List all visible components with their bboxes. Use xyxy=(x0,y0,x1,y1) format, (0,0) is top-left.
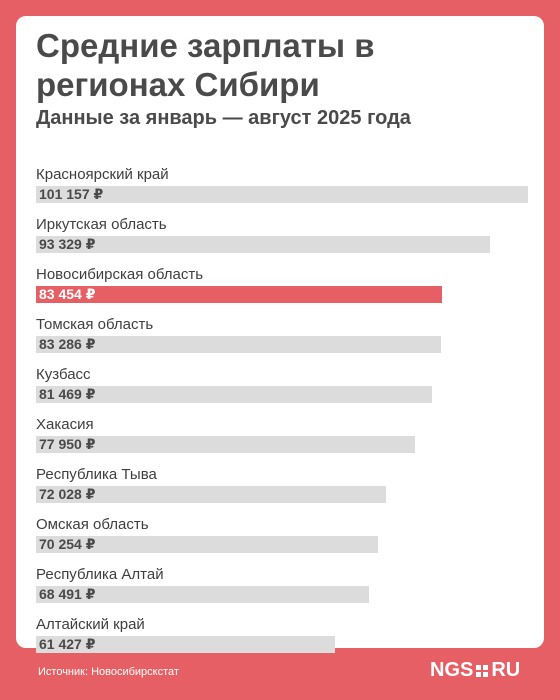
category-label: Республика Алтай xyxy=(36,566,164,583)
value-label: 72 028 ₽ xyxy=(39,486,96,502)
ngs-logo: NGS RU xyxy=(430,659,520,682)
value-label: 83 286 ₽ xyxy=(39,336,96,352)
bar-row: Хакасия 77 950 ₽ xyxy=(36,416,528,466)
bar-row: Омская область 70 254 ₽ xyxy=(36,516,528,566)
bar xyxy=(36,236,490,253)
bar xyxy=(36,186,528,203)
category-label: Иркутская область xyxy=(36,216,167,233)
bar-row: Кузбасс 81 469 ₽ xyxy=(36,366,528,416)
bar-row: Новосибирская область 83 454 ₽ xyxy=(36,266,528,316)
bar-chart: Красноярский край 101 157 ₽ Иркутская обла… xyxy=(16,16,544,653)
bar-row: Иркутская область 93 329 ₽ xyxy=(36,216,528,266)
bar-row: Красноярский край 101 157 ₽ xyxy=(36,166,528,216)
category-label: Красноярский край xyxy=(36,166,169,183)
value-label: 77 950 ₽ xyxy=(39,436,96,452)
bar-row: Алтайский край 61 427 ₽ xyxy=(36,616,528,666)
source-note: Источник: Новосибирскстат xyxy=(38,666,179,678)
bar xyxy=(36,536,378,553)
bar xyxy=(36,286,442,303)
value-label: 81 469 ₽ xyxy=(39,386,96,402)
category-label: Томская область xyxy=(36,316,154,333)
category-label: Республика Тыва xyxy=(36,466,157,483)
category-label: Новосибирская область xyxy=(36,266,204,283)
category-label: Кузбасс xyxy=(36,366,91,383)
value-label: 68 491 ₽ xyxy=(39,586,96,602)
category-label: Хакасия xyxy=(36,416,94,433)
logo-text-right: RU xyxy=(491,659,521,681)
value-label: 61 427 ₽ xyxy=(39,636,96,652)
bar-row: Республика Тыва 72 028 ₽ xyxy=(36,466,528,516)
value-label: 83 454 ₽ xyxy=(39,286,96,302)
value-label: 70 254 ₽ xyxy=(39,536,96,552)
chart-title: Средние зарплаты в регионах Сибири xyxy=(36,27,375,103)
bar xyxy=(36,336,441,353)
bar-row: Республика Алтай 68 491 ₽ xyxy=(36,566,528,616)
logo-plus-icon xyxy=(476,664,489,677)
bar xyxy=(36,486,386,503)
bar xyxy=(36,636,335,653)
category-label: Алтайский край xyxy=(36,616,145,633)
value-label: 93 329 ₽ xyxy=(39,236,96,252)
logo-text-left: NGS xyxy=(430,659,474,681)
bar xyxy=(36,386,432,403)
chart-card: Средние зарплаты в регионах Сибири Данны… xyxy=(16,16,544,653)
bar-row: Томская область 83 286 ₽ xyxy=(36,316,528,366)
category-label: Омская область xyxy=(36,516,149,533)
chart-subtitle: Данные за январь — август 2025 года xyxy=(36,107,411,129)
bar xyxy=(36,586,369,603)
bar xyxy=(36,436,415,453)
value-label: 101 157 ₽ xyxy=(39,186,104,202)
